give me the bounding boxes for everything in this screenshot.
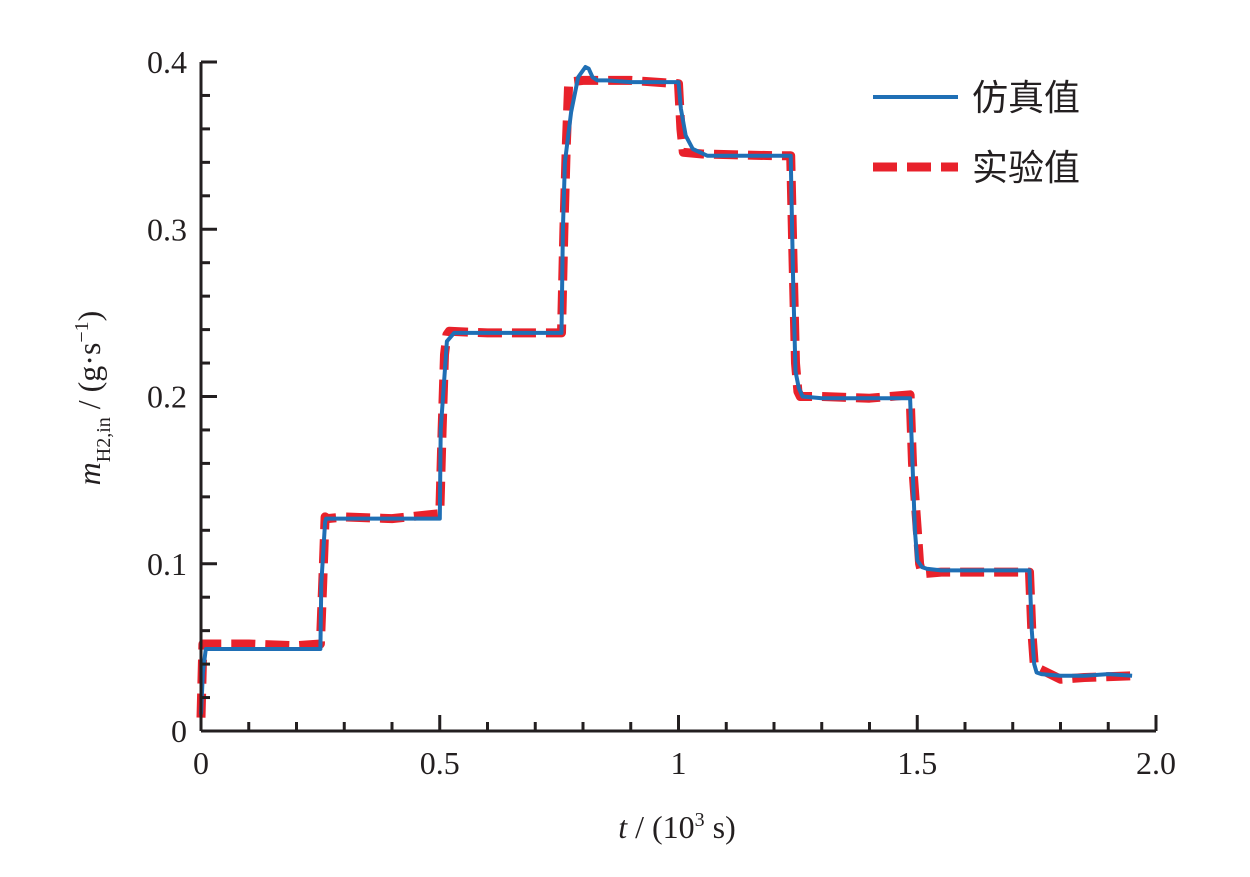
y-axis-sep: /	[71, 392, 107, 417]
y-tick-label: 0.4	[147, 44, 187, 80]
y-axis-unit-close: )	[71, 311, 107, 322]
legend: 仿真值 实验值	[873, 78, 1080, 189]
y-axis-unit-open: (g·s	[71, 343, 107, 393]
x-axis-unit-close: s)	[705, 809, 736, 845]
x-tick-label: 0.5	[420, 745, 460, 781]
x-axis-var: t	[618, 809, 628, 845]
legend-label-experimental: 实验值	[972, 148, 1080, 189]
y-tick-label: 0.1	[147, 546, 187, 582]
x-tick-label: 1	[671, 745, 687, 781]
x-ticks: 0 0.5 1 1.5 2.0	[193, 715, 1176, 781]
x-tick-label: 1.5	[897, 745, 937, 781]
y-tick-label: 0.3	[147, 211, 187, 247]
x-axis-unit-sup: 3	[695, 809, 705, 831]
series-line-simulated	[199, 65, 1133, 715]
axes: 0 0.5 1 1.5 2.0 0 0.1 0.2 0.3 0.4	[147, 44, 1176, 781]
x-axis-sep: /	[627, 809, 652, 845]
legend-label-simulated: 仿真值	[972, 78, 1080, 119]
plot-lines	[196, 65, 1133, 718]
y-tick-label: 0	[171, 713, 187, 749]
y-axis-label: mH2,in / (g·s−1)	[71, 311, 115, 486]
y-axis-unit-sup: −1	[71, 321, 93, 342]
y-ticks: 0 0.1 0.2 0.3 0.4	[147, 44, 217, 749]
x-axis-label: t / (103 s)	[618, 809, 736, 845]
x-tick-label: 0	[193, 745, 209, 781]
x-tick-label: 2.0	[1136, 745, 1176, 781]
x-axis-unit-open: (10	[652, 809, 695, 845]
y-tick-label: 0.2	[147, 379, 187, 415]
y-axis-var-sub: H2,in	[93, 417, 115, 462]
y-axis-var: m	[71, 462, 107, 485]
